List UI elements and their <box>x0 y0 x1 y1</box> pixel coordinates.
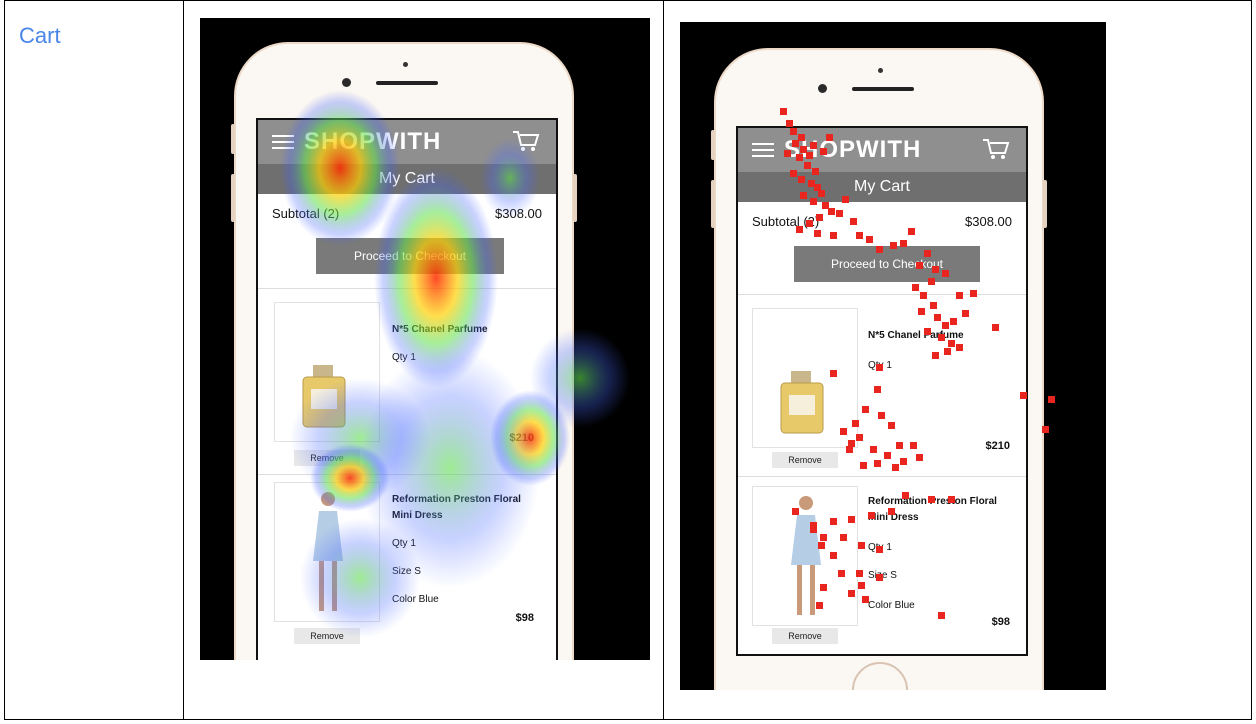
app-header: SHOPWITH <box>738 128 1026 172</box>
camera-icon <box>342 78 351 87</box>
camera-icon <box>818 84 827 93</box>
app-screen: SHOPWITH My Cart Subtotal (2) $308.00 Pr… <box>736 126 1028 656</box>
dress-model-icon[interactable] <box>752 486 858 626</box>
item-name: Reformation Preston Floral <box>392 494 521 505</box>
row-label: Cart <box>19 23 61 48</box>
app-screen: SHOPWITH My Cart Subtotal (2) $308.00 Pr… <box>256 118 558 660</box>
perfume-bottle-icon[interactable] <box>752 308 858 448</box>
phone-frame: SHOPWITH My Cart Subtotal (2) $308.00 Pr… <box>711 48 1047 690</box>
shopping-cart-icon[interactable] <box>512 129 540 153</box>
page-title: My Cart <box>738 172 1026 202</box>
column-divider <box>183 1 184 719</box>
subtotal-amount: $308.00 <box>965 214 1012 229</box>
item-price: $210 <box>985 440 1010 452</box>
document-table: Cart <box>4 0 1252 720</box>
brand-logo: SHOPWITH <box>784 136 922 163</box>
item-name: N*5 Chanel Parfume <box>868 330 964 341</box>
hamburger-menu-icon[interactable] <box>272 135 294 149</box>
remove-item-button[interactable]: Remove <box>772 452 838 468</box>
remove-item-button[interactable]: Remove <box>772 628 838 644</box>
dress-model-icon[interactable] <box>274 482 380 622</box>
item-color: Color Blue <box>868 600 915 611</box>
page-title: My Cart <box>258 164 556 194</box>
speaker-grille <box>852 87 914 91</box>
remove-item-button[interactable]: Remove <box>294 450 360 466</box>
subtotal-label: Subtotal (2) <box>272 206 340 221</box>
proceed-to-checkout-button[interactable]: Proceed to Checkout <box>794 246 980 282</box>
item-name: N*5 Chanel Parfume <box>392 324 488 335</box>
subtotal-row: Subtotal (2) $308.00 <box>752 214 1012 229</box>
hamburger-menu-icon[interactable] <box>752 143 774 157</box>
item-name: Reformation Preston Floral <box>868 496 997 507</box>
proceed-to-checkout-button[interactable]: Proceed to Checkout <box>316 238 504 274</box>
subtotal-label: Subtotal (2) <box>752 214 820 229</box>
item-qty: Qty 1 <box>868 360 892 371</box>
item-name: Mini Dress <box>868 512 919 523</box>
item-size: Size S <box>392 566 421 577</box>
item-name: Mini Dress <box>392 510 443 521</box>
item-qty: Qty 1 <box>868 542 892 553</box>
app-header: SHOPWITH <box>258 120 556 164</box>
gaze-plot-screenshot: SHOPWITH My Cart Subtotal (2) $308.00 Pr… <box>680 22 1106 690</box>
heatmap-screenshot: SHOPWITH My Cart Subtotal (2) $308.00 Pr… <box>200 18 650 660</box>
item-size: Size S <box>868 570 897 581</box>
phone-frame: SHOPWITH My Cart Subtotal (2) $308.00 Pr… <box>231 42 577 660</box>
subtotal-row: Subtotal (2) $308.00 <box>272 206 542 221</box>
item-price: $98 <box>991 616 1010 628</box>
speaker-grille <box>376 81 438 85</box>
gaze-point <box>1048 396 1055 403</box>
item-price: $98 <box>515 612 534 624</box>
remove-item-button[interactable]: Remove <box>294 628 360 644</box>
brand-logo: SHOPWITH <box>304 128 442 155</box>
item-qty: Qty 1 <box>392 538 416 549</box>
home-button <box>852 662 908 690</box>
column-divider <box>663 1 664 719</box>
item-color: Color Blue <box>392 594 439 605</box>
shopping-cart-icon[interactable] <box>982 137 1010 161</box>
perfume-bottle-icon[interactable] <box>274 302 380 442</box>
item-price: $210 <box>509 432 534 444</box>
item-qty: Qty 1 <box>392 352 416 363</box>
subtotal-amount: $308.00 <box>495 206 542 221</box>
